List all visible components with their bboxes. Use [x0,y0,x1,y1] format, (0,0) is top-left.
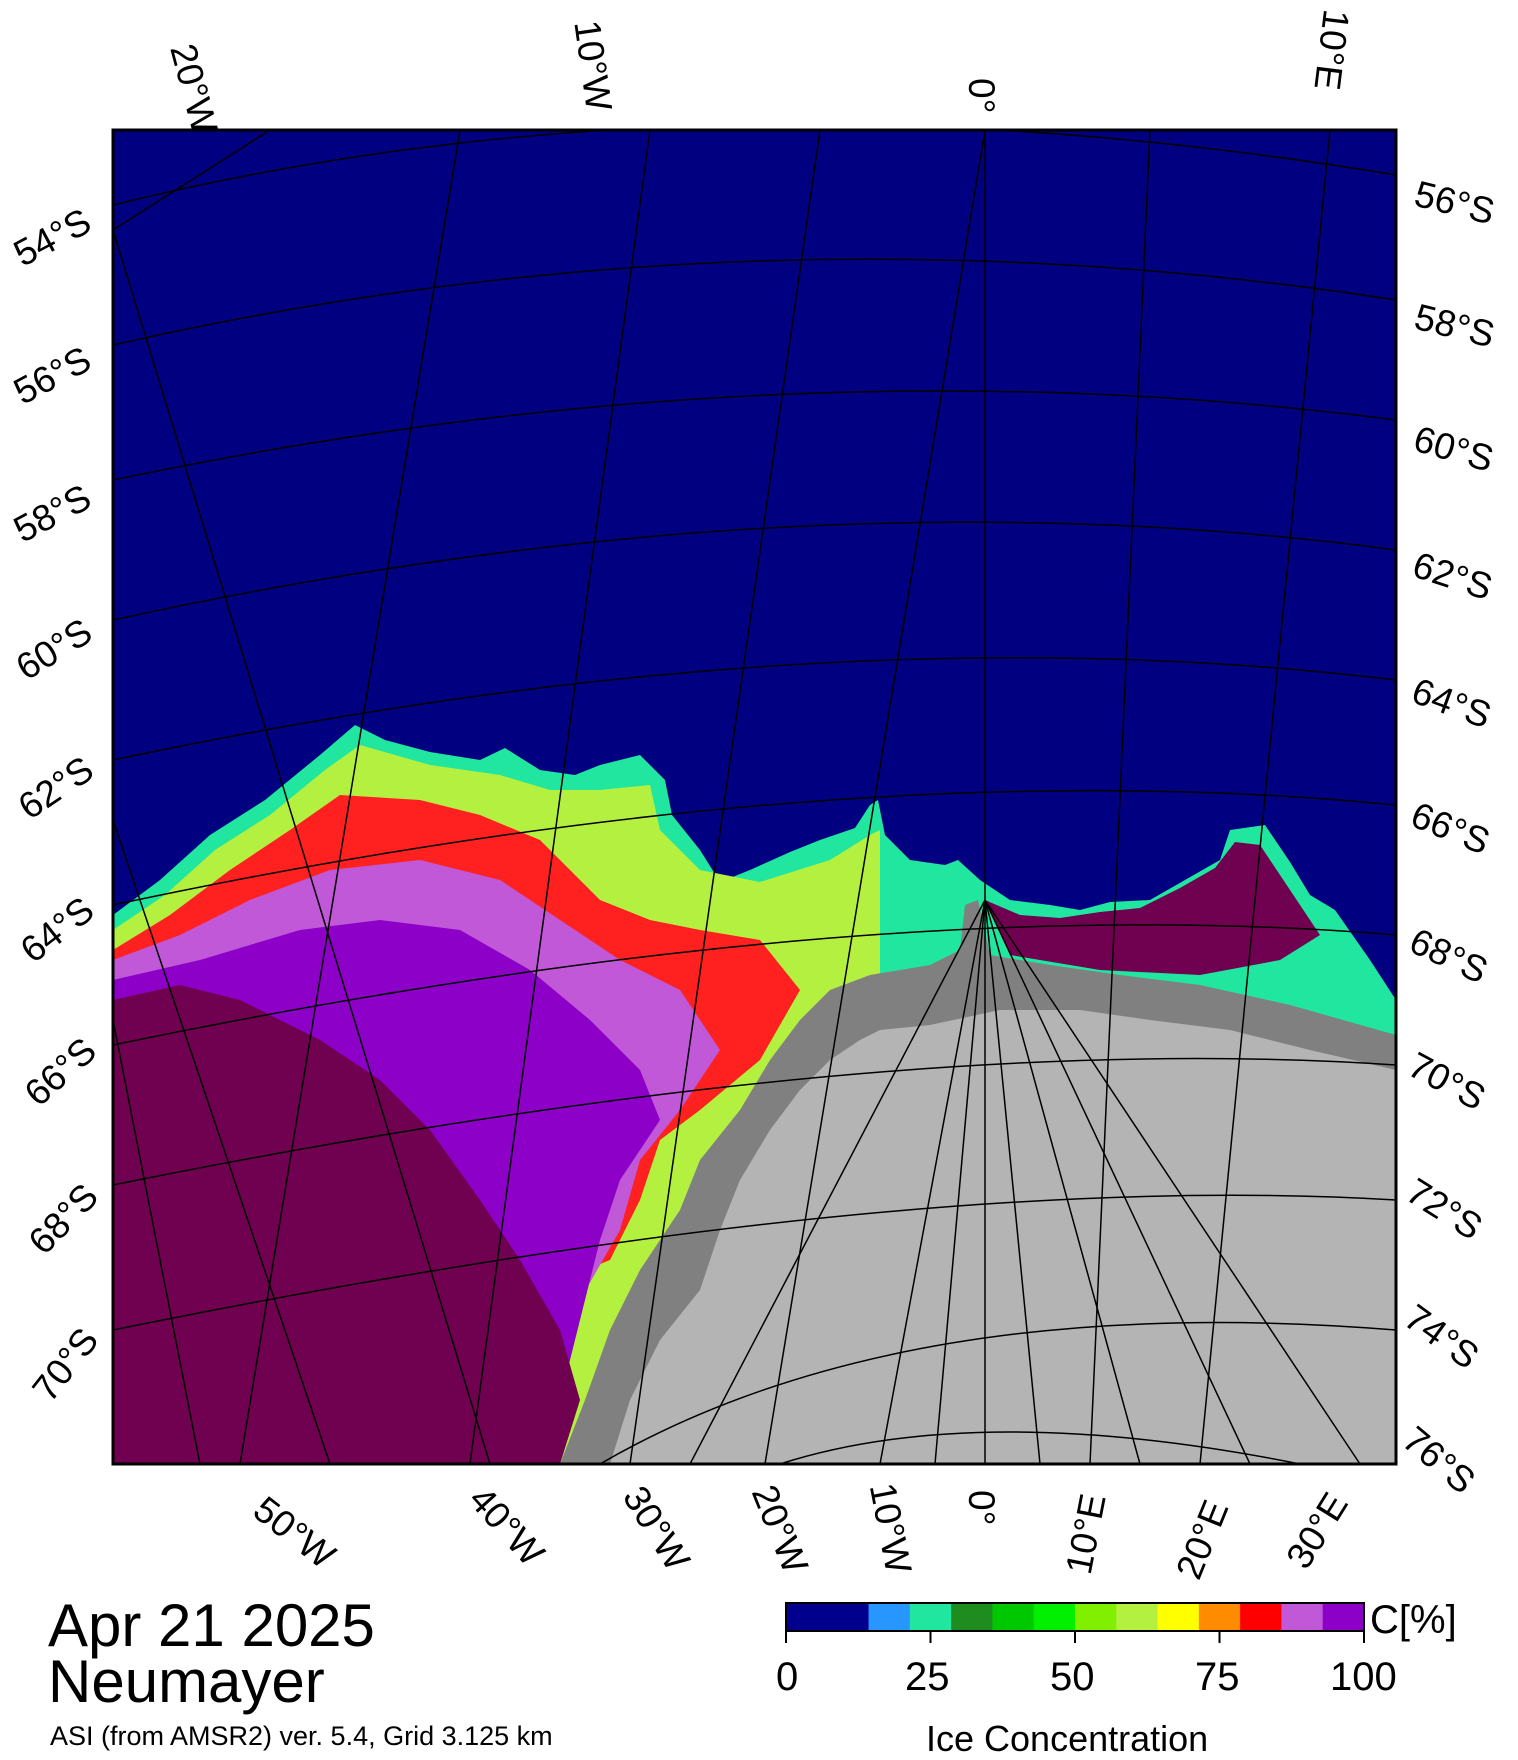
colorbar-segment [868,1603,911,1631]
colorbar-unit: C[%] [1370,1598,1457,1642]
map-frame [111,128,1398,1466]
colorbar-ticks [785,1631,1365,1643]
colorbar-tick-50: 50 [1050,1655,1095,1699]
colorbar-segment [992,1603,1035,1631]
colorbar-tick-75: 75 [1195,1655,1240,1699]
colorbar-segment [1033,1603,1076,1631]
graticule [113,130,1396,1464]
colorbar-segment [1198,1603,1241,1631]
colorbar-segment [1157,1603,1200,1631]
top-label-0: 0° [961,78,1002,114]
antarctic-continent [610,1010,1396,1464]
station-name: Neumayer [48,1648,325,1715]
colorbar [786,1603,1365,1631]
colorbar-segment [1075,1603,1117,1631]
map-date: Apr 21 2025 [48,1592,375,1659]
colorbar-segment [786,1603,828,1631]
colorbar-title: Ice Concentration [926,1718,1209,1759]
colorbar-segment [1281,1603,1324,1631]
ice-patch-east [985,842,1320,975]
colorbar-tick-25: 25 [905,1655,950,1699]
colorbar-segment [951,1603,993,1631]
colorbar-segment [909,1603,952,1631]
colorbar-tick-100: 100 [1330,1655,1397,1699]
data-source: ASI (from AMSR2) ver. 5.4, Grid 3.125 km [50,1721,553,1751]
colorbar-tick-0: 0 [776,1655,799,1699]
top-label-10e: 10°E [1306,7,1357,93]
colorbar-segment [827,1603,870,1631]
colorbar-segment [1116,1603,1159,1631]
ice-high-concentration [113,985,580,1464]
colorbar-segment [1240,1603,1282,1631]
colorbar-segment [1322,1603,1365,1631]
bottom-label-0: 0° [961,1490,1002,1526]
